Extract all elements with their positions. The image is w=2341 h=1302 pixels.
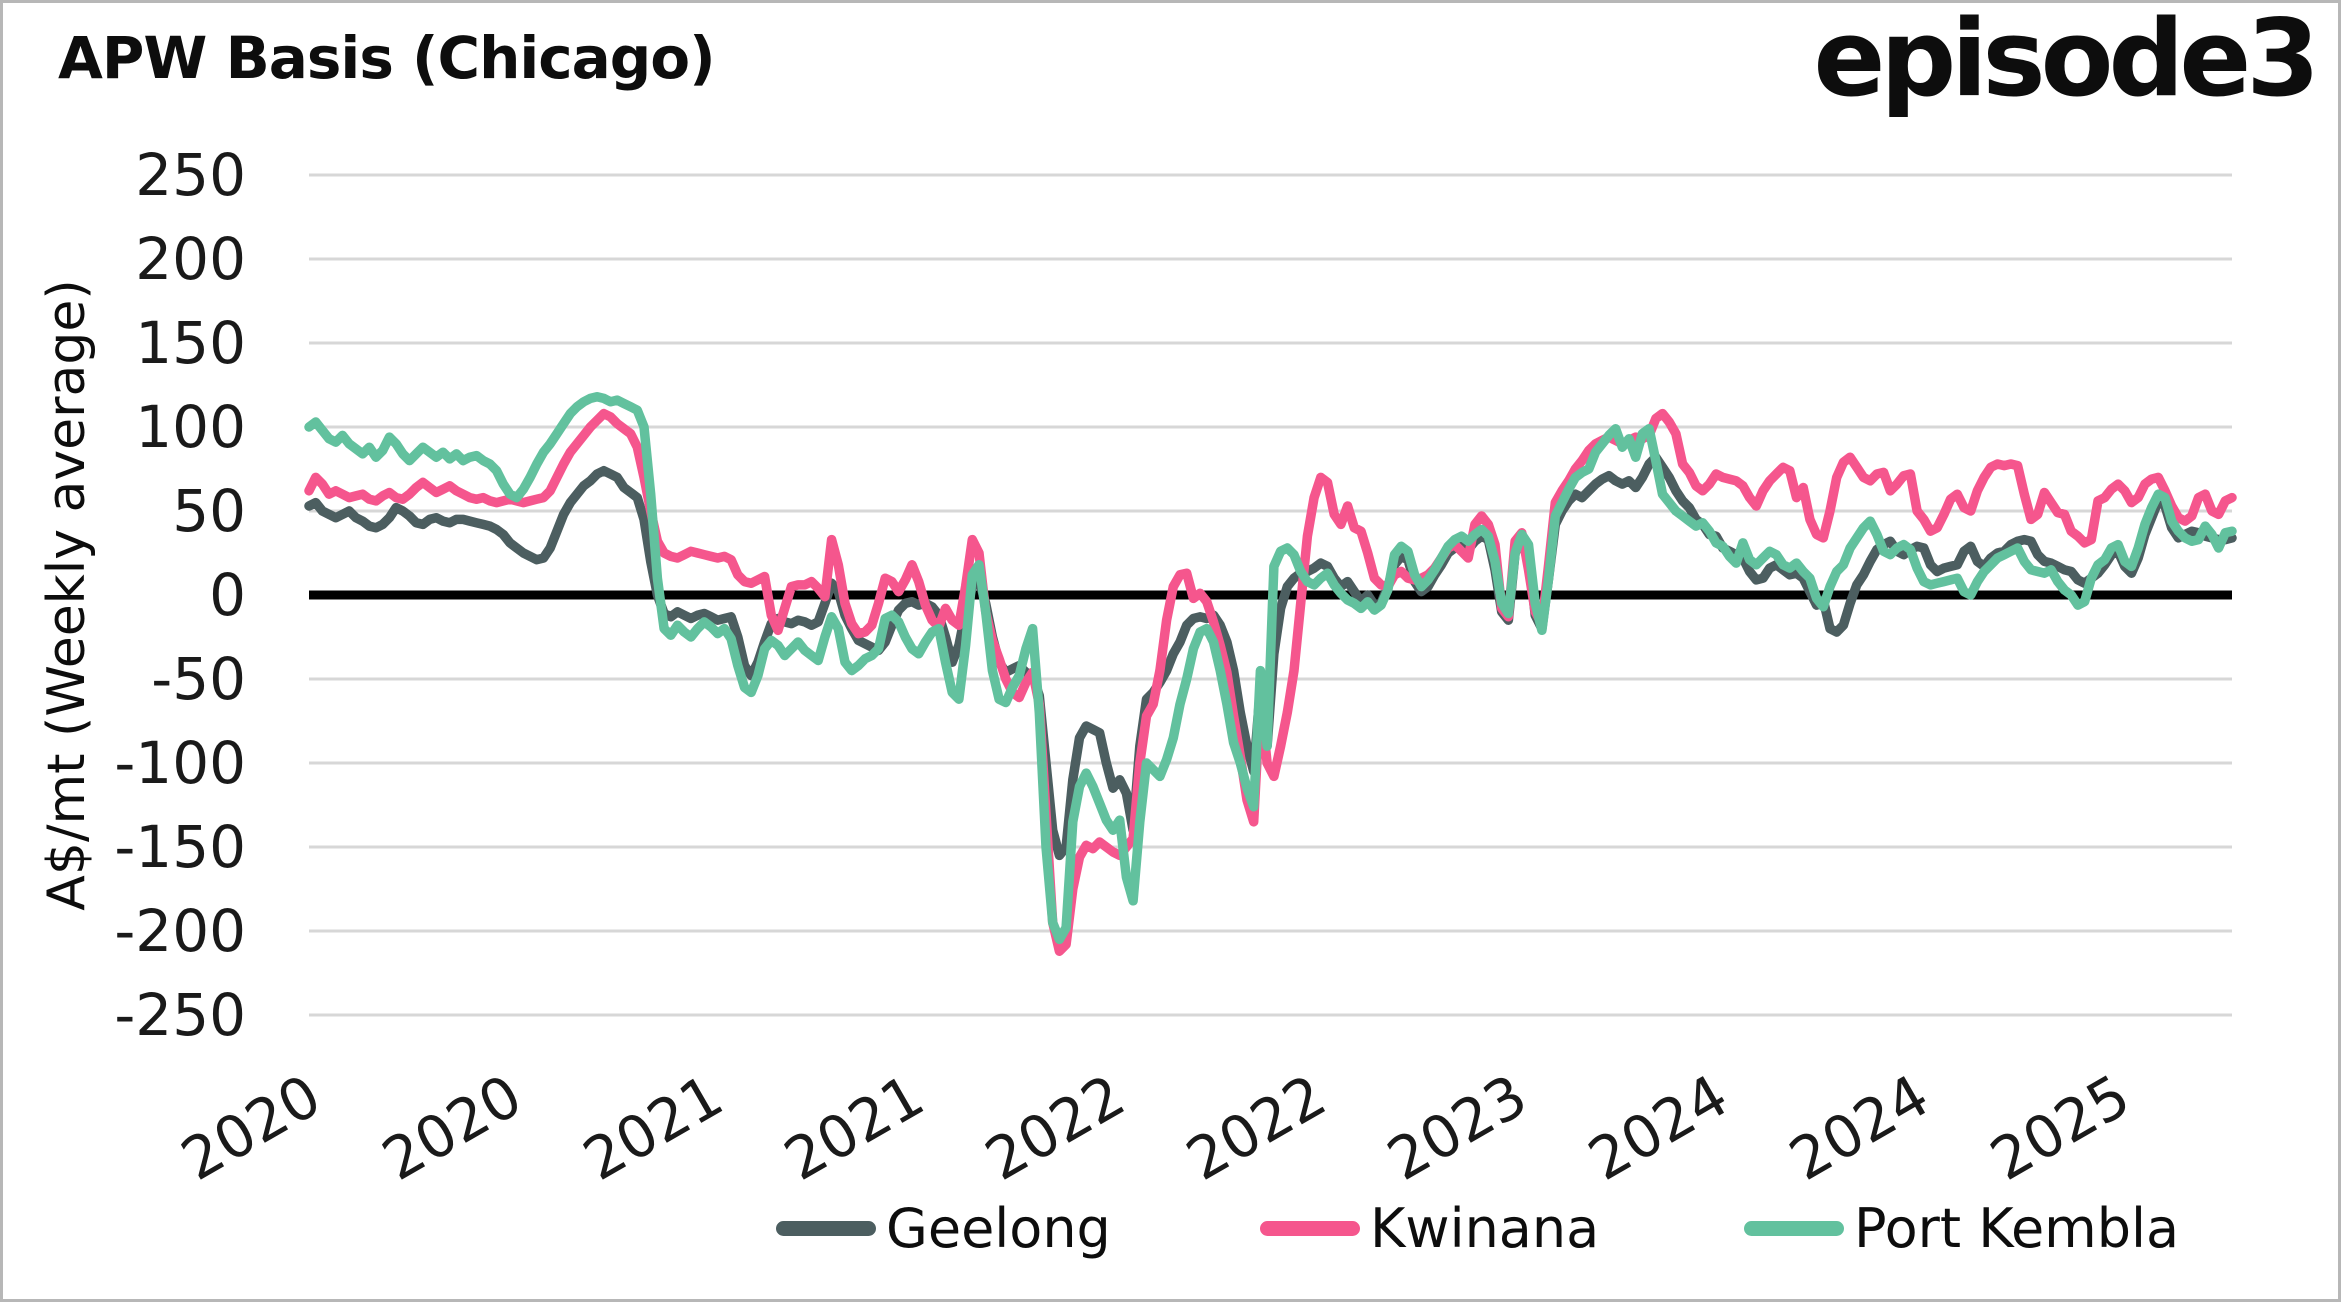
x-tick-label-6: 2023 [1376,1061,1538,1194]
x-tick-label-8: 2024 [1778,1061,1940,1194]
brand-logo: episode3 [1813,0,2320,120]
y-tick-label--50: -50 [151,645,246,713]
x-tick-label-0: 2020 [170,1061,332,1194]
x-tick-label-7: 2024 [1577,1061,1739,1194]
chart-legend: Geelong Kwinana Port Kembla [0,1196,2341,1268]
y-axis-label: A$/mt (Weekly average) [37,279,97,910]
y-tick-label--150: -150 [114,813,246,881]
page-title: APW Basis (Chicago) [58,24,716,92]
series-line-port-kembla [304,392,2237,945]
legend-swatch-geelong-icon [776,1220,876,1236]
y-tick-label-250: 250 [135,141,246,209]
y-tick-label-200: 200 [135,225,246,293]
legend-label-geelong: Geelong [886,1196,1111,1260]
series-lines [304,392,2237,956]
series-line-kwinana [304,408,2237,956]
x-tick-label-2: 2021 [572,1061,734,1194]
y-tick-label-50: 50 [172,477,246,545]
legend-item-port-kembla: Port Kembla [1744,1196,2180,1260]
x-tick-labels: 2020 2020 2021 2021 2022 2022 2023 2024 2024 2025 [170,1061,2141,1194]
x-tick-label-3: 2021 [773,1061,935,1194]
y-tick-labels: 250 200 150 100 50 0 -50 -100 -150 -200 -250 [114,141,246,1049]
y-tick-label-150: 150 [135,309,246,377]
legend-label-port-kembla: Port Kembla [1854,1196,2180,1260]
legend-item-kwinana: Kwinana [1260,1196,1600,1260]
legend-label-kwinana: Kwinana [1370,1196,1600,1260]
legend-item-geelong: Geelong [776,1196,1111,1260]
legend-swatch-port-kembla-icon [1744,1220,1844,1236]
y-tick-label--200: -200 [114,897,246,965]
x-tick-label-5: 2022 [1175,1061,1337,1194]
legend-swatch-kwinana-icon [1260,1220,1360,1236]
y-tick-label-0: 0 [209,561,246,629]
y-tick-label--250: -250 [114,981,246,1049]
x-tick-label-9: 2025 [1979,1061,2141,1194]
x-tick-label-1: 2020 [371,1061,533,1194]
x-tick-label-4: 2022 [974,1061,1136,1194]
y-tick-label-100: 100 [135,393,246,461]
y-tick-label--100: -100 [114,729,246,797]
